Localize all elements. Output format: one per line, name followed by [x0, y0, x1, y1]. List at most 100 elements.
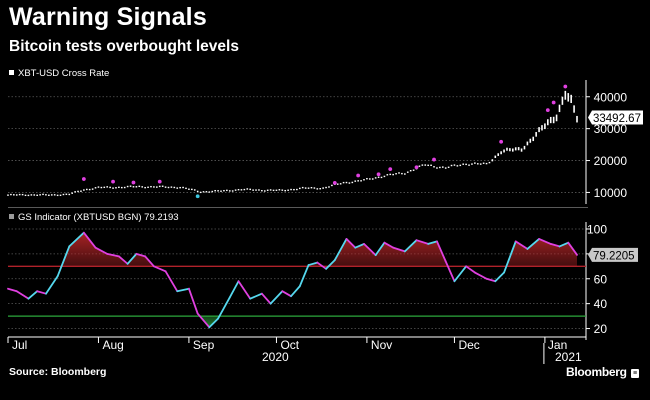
price-point	[342, 181, 345, 184]
price-point	[389, 173, 392, 176]
price-point	[488, 161, 491, 164]
indicator-line-segment	[403, 239, 418, 253]
price-point	[514, 147, 517, 151]
price-point	[196, 190, 199, 193]
price-point	[48, 194, 50, 196]
overbought-marker	[388, 167, 393, 172]
source-note: Source: Bloomberg	[9, 366, 107, 378]
price-point	[465, 163, 467, 166]
price-point	[307, 187, 310, 189]
price-point	[301, 186, 304, 189]
price-point	[150, 185, 152, 188]
price-point	[80, 190, 82, 192]
price-point	[118, 186, 120, 189]
indicator-y-tick-label: 20	[594, 322, 608, 336]
price-point	[226, 189, 228, 192]
overbought-marker	[81, 177, 86, 181]
indicator-line-segment	[152, 265, 167, 273]
price-point	[261, 190, 263, 192]
price-point	[348, 182, 351, 184]
price-point	[509, 148, 511, 152]
price-point	[535, 132, 537, 137]
indicator-last-value-label: 79.2205	[593, 250, 635, 262]
indicator-line-segment	[228, 280, 240, 299]
price-point	[351, 181, 354, 184]
price-point	[418, 165, 421, 167]
price-point	[406, 171, 409, 173]
price-point	[506, 147, 508, 151]
x-axis-month-label: Jul	[12, 338, 27, 352]
price-point	[191, 188, 193, 191]
chart-subtitle: Bitcoin tests overbought levels	[9, 38, 239, 55]
price-point	[223, 189, 225, 192]
price-point	[331, 184, 333, 187]
price-point	[404, 173, 406, 175]
x-axis-month-label: Jan	[548, 338, 567, 352]
price-point	[161, 185, 164, 187]
price-point	[33, 194, 36, 196]
price-point	[383, 175, 386, 178]
indicator-line-segment	[217, 296, 231, 320]
indicator-line-segment	[269, 290, 284, 305]
price-point	[544, 123, 546, 130]
price-point	[112, 187, 114, 189]
price-point	[456, 165, 459, 167]
overbought-marker	[356, 173, 361, 178]
price-point	[193, 189, 196, 191]
price-y-tick-label: 10000	[594, 186, 628, 200]
indicator-line-segment	[144, 255, 155, 268]
price-y-tick-label: 20000	[594, 154, 628, 168]
price-point	[266, 189, 269, 191]
price-point	[121, 186, 123, 189]
price-point	[357, 180, 359, 182]
price-point	[526, 141, 529, 146]
price-point	[360, 180, 362, 182]
overbought-marker	[131, 180, 136, 185]
price-point	[398, 172, 400, 174]
indicator-line-segment	[164, 270, 179, 293]
price-point	[188, 188, 190, 190]
price-point	[126, 185, 129, 188]
indicator-line-segment	[281, 290, 292, 298]
price-point	[430, 164, 432, 166]
price-point	[208, 191, 211, 193]
oversold-marker	[195, 194, 200, 199]
indicator-line-segment	[176, 287, 190, 293]
price-point	[450, 164, 453, 167]
indicator-line-segment	[427, 240, 438, 245]
price-point	[176, 187, 179, 189]
price-point	[374, 177, 377, 179]
price-point	[336, 183, 339, 185]
indicator-line-segment	[316, 261, 327, 270]
indicator-line-segment	[15, 290, 30, 300]
price-point	[15, 194, 18, 196]
price-point	[392, 173, 394, 176]
price-y-tick-label: 30000	[594, 122, 628, 136]
price-point	[83, 189, 85, 191]
price-point	[576, 115, 578, 123]
price-point	[138, 185, 141, 188]
indicator-line-segment	[333, 238, 348, 261]
x-axis-month-label: Sep	[193, 338, 215, 352]
overbought-marker	[332, 180, 337, 185]
price-point	[202, 191, 205, 193]
price-point	[564, 90, 567, 100]
price-point	[123, 186, 126, 189]
x-axis-month-label: Aug	[102, 338, 123, 352]
indicator-line-segment	[298, 264, 310, 288]
price-point	[424, 164, 427, 166]
price-point	[100, 186, 103, 189]
price-point	[462, 163, 464, 165]
indicator-line-segment	[503, 240, 517, 274]
price-point	[482, 162, 485, 164]
indicator-line-segment	[494, 271, 505, 283]
price-point	[42, 193, 44, 196]
price-point	[325, 186, 327, 189]
price-point	[263, 190, 266, 192]
indicator-line-segment	[558, 241, 570, 248]
overbought-marker	[551, 100, 556, 105]
price-point	[167, 186, 170, 189]
indicator-line-segment	[135, 252, 147, 258]
price-point	[281, 189, 284, 191]
price-point	[471, 163, 473, 165]
